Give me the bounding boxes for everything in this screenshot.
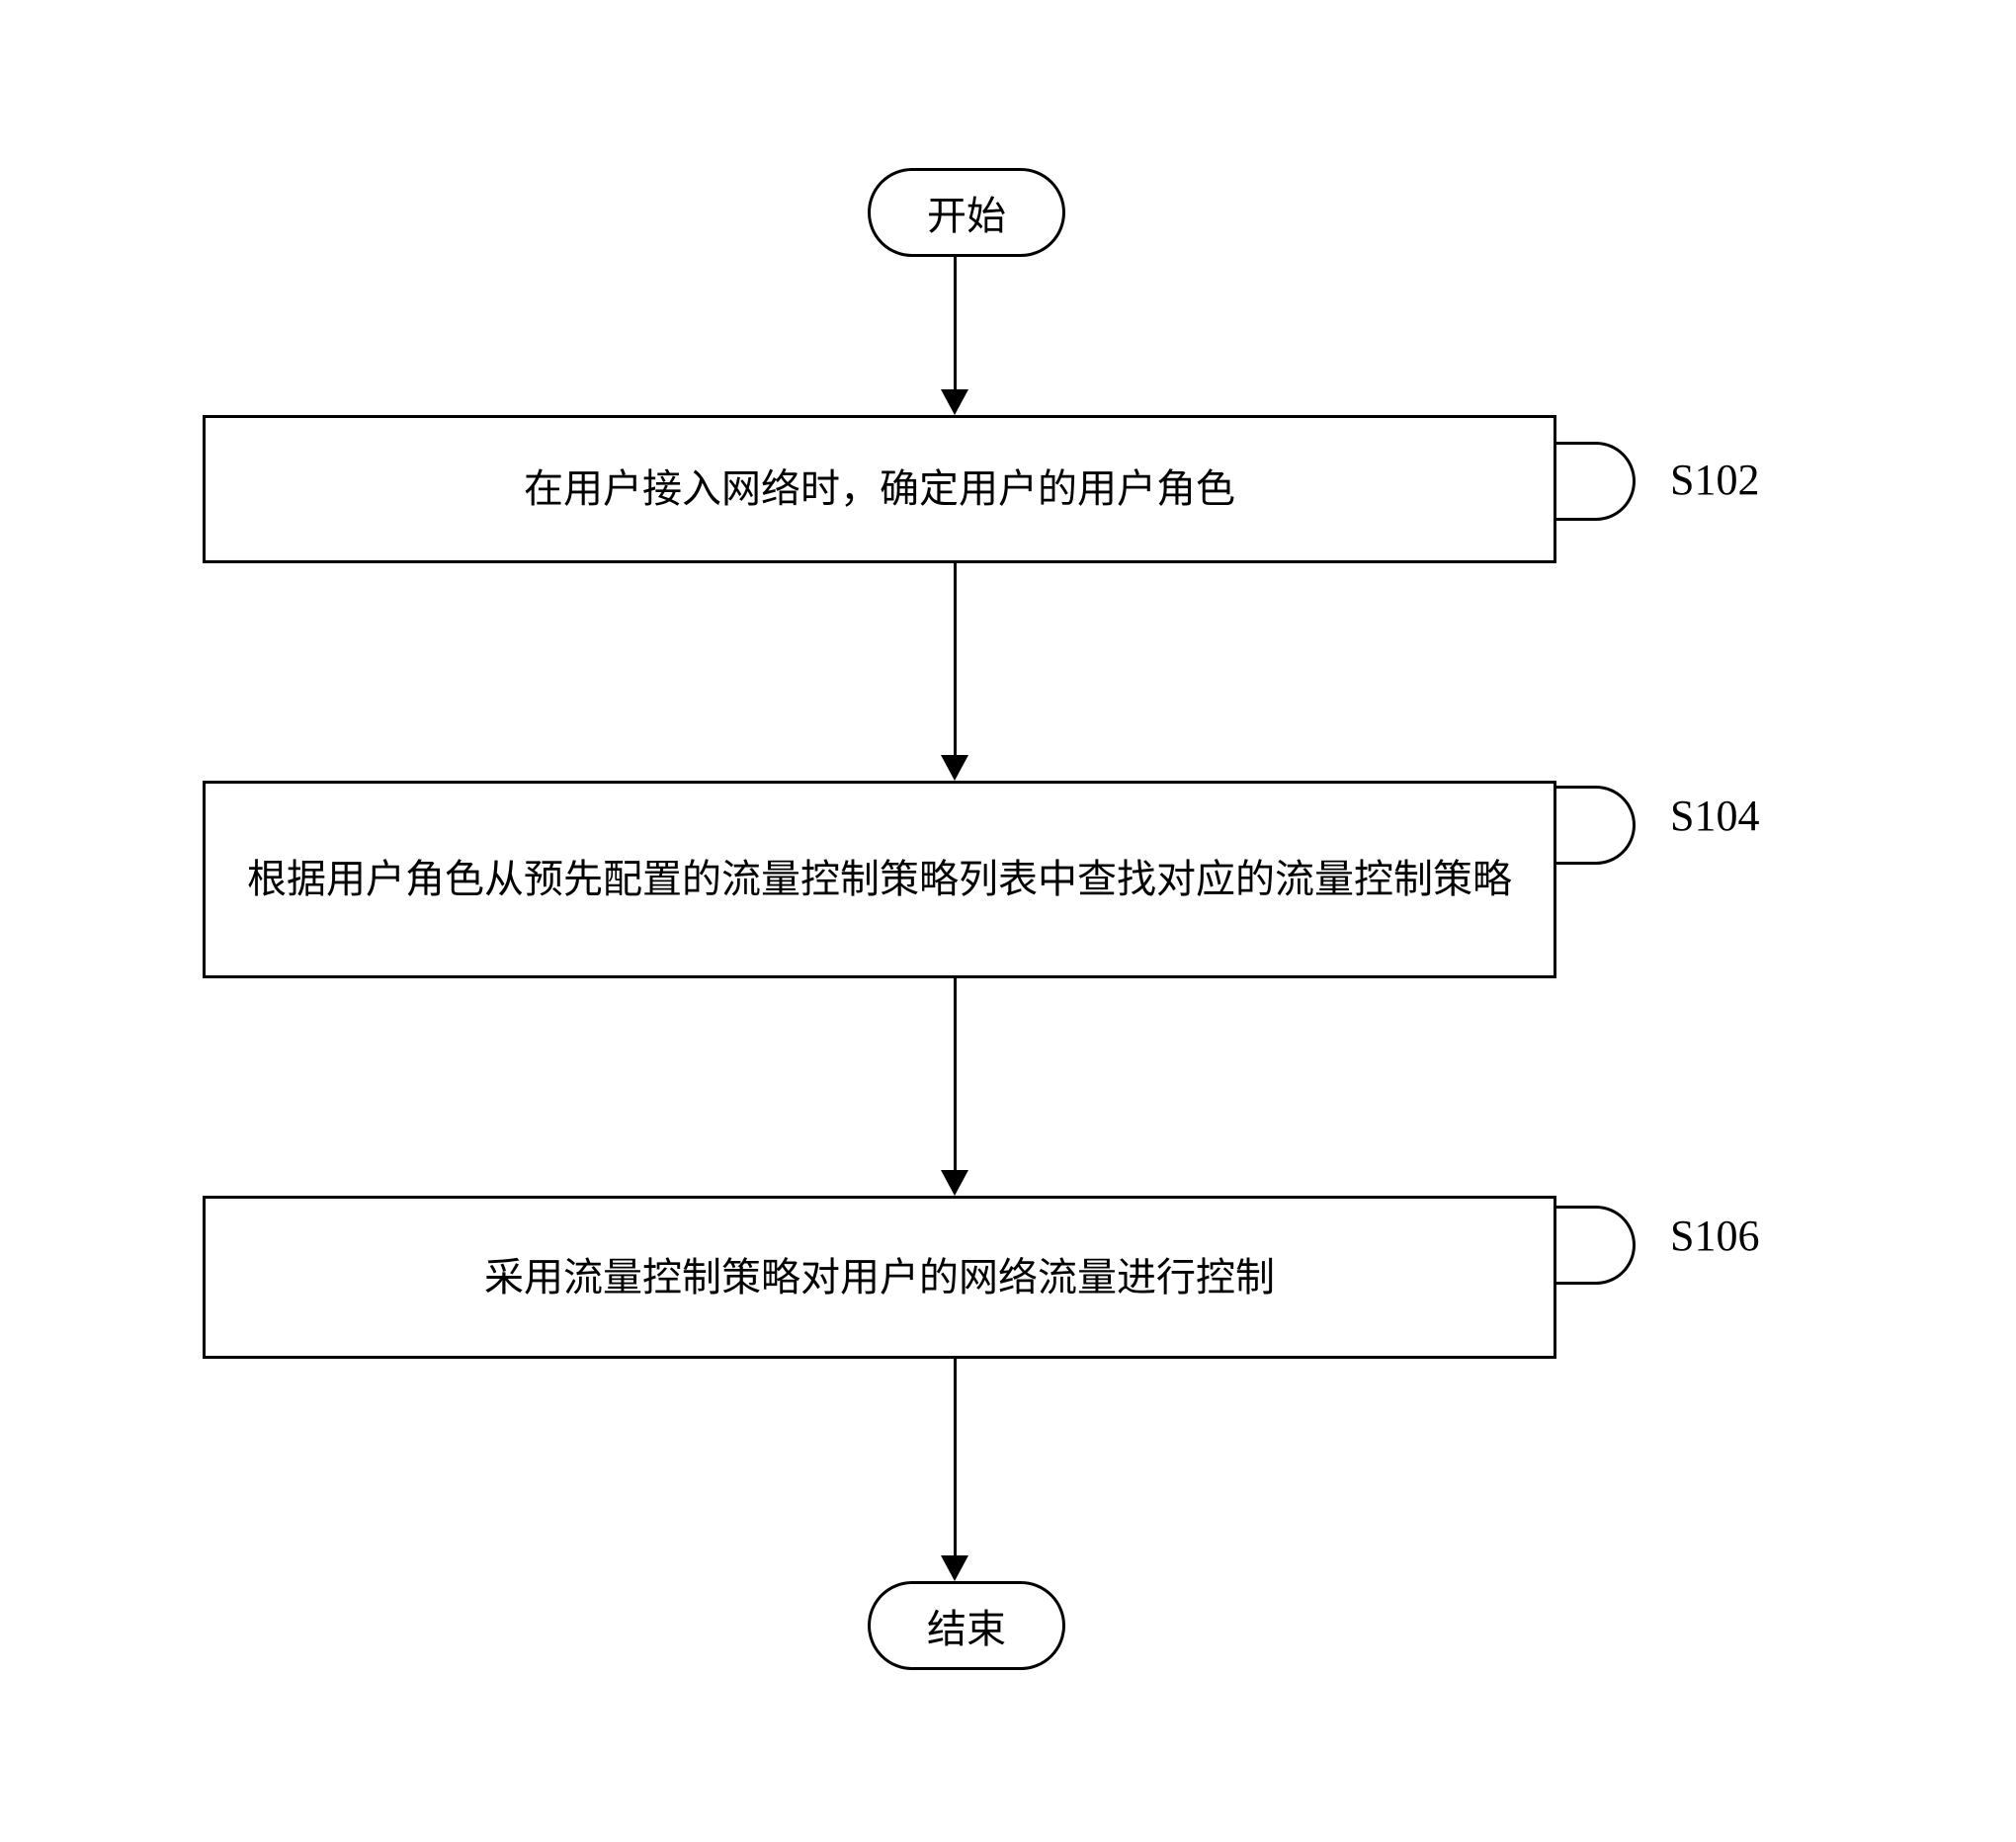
step1-text: 在用户接入网络时，确定用户的用户角色 — [524, 458, 1235, 521]
arrow-2-line — [954, 563, 957, 755]
step3-label: S106 — [1670, 1211, 1759, 1261]
end-label: 结束 — [927, 1597, 1006, 1654]
step1-connector — [1556, 442, 1636, 521]
step2-connector — [1556, 786, 1636, 865]
process-step1: 在用户接入网络时，确定用户的用户角色 — [203, 415, 1556, 563]
start-terminal: 开始 — [868, 168, 1065, 257]
arrow-4-line — [954, 1359, 957, 1555]
start-label: 开始 — [927, 184, 1006, 241]
step2-label: S104 — [1670, 791, 1759, 841]
arrow-3-line — [954, 978, 957, 1170]
arrow-2-head — [941, 755, 968, 781]
process-step2: 根据用户角色从预先配置的流量控制策略列表中查找对应的流量控制策略 — [203, 781, 1556, 978]
arrow-1-head — [941, 389, 968, 415]
arrow-1-line — [954, 257, 957, 389]
step2-text: 根据用户角色从预先配置的流量控制策略列表中查找对应的流量控制策略 — [247, 848, 1512, 911]
flowchart-container: 开始 在用户接入网络时，确定用户的用户角色 S102 根据用户角色从预先配置的流… — [0, 0, 2016, 1842]
arrow-4-head — [941, 1555, 968, 1581]
step3-connector — [1556, 1206, 1636, 1285]
step3-text: 采用流量控制策略对用户的网络流量进行控制 — [484, 1246, 1275, 1309]
arrow-3-head — [941, 1170, 968, 1196]
process-step3: 采用流量控制策略对用户的网络流量进行控制 — [203, 1196, 1556, 1359]
step1-label: S102 — [1670, 455, 1759, 505]
end-terminal: 结束 — [868, 1581, 1065, 1670]
